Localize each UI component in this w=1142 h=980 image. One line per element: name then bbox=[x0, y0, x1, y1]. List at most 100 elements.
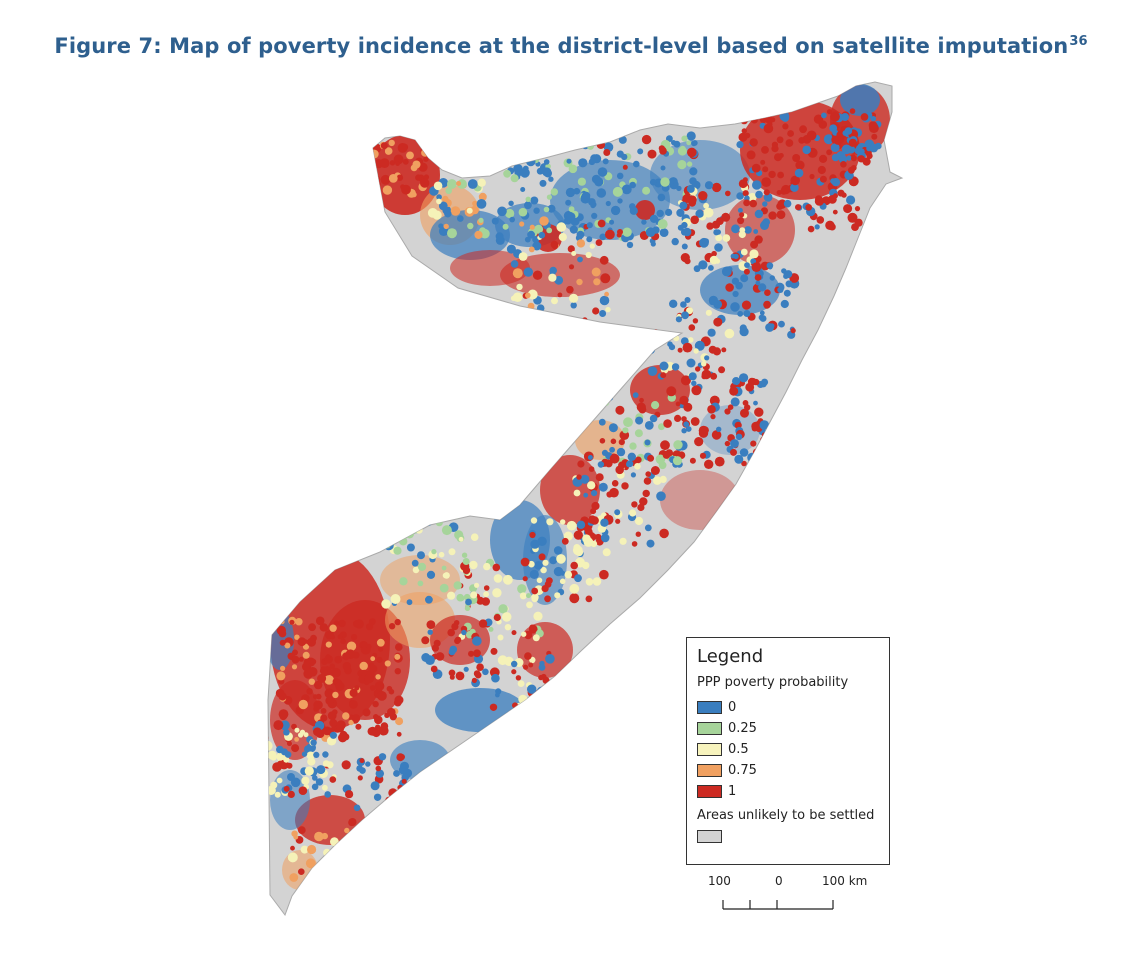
settlement-point bbox=[493, 613, 501, 622]
settlement-point bbox=[386, 685, 393, 692]
settlement-point bbox=[298, 868, 305, 875]
settlement-point bbox=[290, 845, 295, 851]
settlement-point bbox=[588, 158, 596, 166]
settlement-point bbox=[659, 228, 669, 238]
settlement-point bbox=[591, 267, 601, 277]
settlement-point bbox=[553, 546, 563, 555]
settlement-point bbox=[439, 583, 449, 593]
settlement-point bbox=[799, 125, 807, 134]
settlement-point bbox=[287, 852, 298, 863]
settlement-point bbox=[691, 140, 697, 147]
settlement-point bbox=[603, 149, 611, 156]
settlement-point bbox=[329, 776, 337, 783]
settlement-point bbox=[693, 348, 699, 354]
settlement-point bbox=[444, 210, 452, 218]
settlement-point bbox=[691, 380, 697, 386]
settlement-point bbox=[573, 489, 581, 497]
settlement-point bbox=[712, 182, 722, 193]
settlement-point bbox=[629, 181, 636, 189]
settlement-point bbox=[503, 574, 513, 585]
settlement-point bbox=[329, 624, 337, 632]
settlement-point bbox=[599, 295, 610, 306]
settlement-point bbox=[658, 423, 665, 431]
settlement-point bbox=[538, 231, 546, 239]
settlement-point bbox=[714, 243, 723, 252]
settlement-point bbox=[659, 528, 669, 539]
settlement-point bbox=[754, 209, 764, 219]
settlement-point bbox=[860, 113, 869, 121]
settlement-point bbox=[721, 266, 732, 277]
settlement-point bbox=[780, 299, 789, 309]
settlement-point bbox=[307, 757, 316, 766]
settlement-point bbox=[467, 179, 478, 189]
settlement-point bbox=[353, 804, 361, 812]
settlement-point bbox=[615, 518, 621, 524]
settlement-point bbox=[382, 185, 393, 195]
settlement-point bbox=[298, 656, 304, 662]
settlement-point bbox=[843, 204, 853, 214]
settlement-point bbox=[666, 386, 677, 397]
legend-swatch bbox=[697, 785, 722, 798]
settlement-point bbox=[359, 661, 368, 671]
settlement-point bbox=[518, 252, 528, 261]
settlement-point bbox=[268, 735, 269, 741]
settlement-point bbox=[568, 206, 575, 213]
settlement-point bbox=[553, 566, 564, 577]
settlement-point bbox=[585, 578, 594, 586]
settlement-point bbox=[490, 647, 498, 655]
settlement-point bbox=[320, 708, 327, 714]
settlement-point bbox=[656, 491, 666, 502]
settlement-point bbox=[761, 146, 769, 154]
settlement-point bbox=[675, 316, 683, 323]
settlement-point bbox=[279, 619, 285, 625]
settlement-point bbox=[436, 198, 442, 205]
settlement-point bbox=[755, 190, 763, 199]
settlement-point bbox=[364, 673, 375, 684]
settlement-point bbox=[274, 791, 281, 798]
settlement-point bbox=[739, 448, 749, 457]
settlement-point bbox=[576, 239, 586, 248]
settlement-point bbox=[448, 669, 456, 677]
settlement-point bbox=[307, 637, 316, 647]
poverty-blob bbox=[630, 365, 690, 415]
settlement-point bbox=[819, 175, 827, 183]
settlement-point bbox=[594, 177, 604, 187]
settlement-point bbox=[465, 598, 472, 606]
settlement-point bbox=[627, 452, 636, 461]
settlement-point bbox=[458, 536, 464, 542]
settlement-point bbox=[730, 253, 736, 259]
settlement-point bbox=[316, 765, 326, 775]
settlement-point bbox=[709, 255, 719, 265]
settlement-point bbox=[848, 177, 858, 187]
settlement-point bbox=[349, 688, 358, 698]
settlement-point bbox=[447, 179, 457, 189]
settlement-point bbox=[681, 428, 687, 434]
settlement-point bbox=[707, 405, 716, 414]
settlement-point bbox=[524, 201, 532, 210]
settlement-point bbox=[497, 206, 507, 217]
settlement-point bbox=[573, 530, 583, 540]
poverty-blob bbox=[380, 555, 460, 605]
settlement-point bbox=[684, 258, 691, 265]
settlement-point bbox=[547, 204, 556, 213]
settlement-point bbox=[762, 201, 768, 207]
settlement-point bbox=[605, 229, 615, 240]
settlement-point bbox=[635, 531, 641, 537]
settlement-point bbox=[510, 260, 519, 268]
settlement-point bbox=[687, 147, 697, 158]
settlement-point bbox=[701, 373, 707, 380]
settlement-point bbox=[385, 796, 393, 804]
settlement-point bbox=[467, 222, 474, 230]
settlement-point bbox=[443, 223, 449, 230]
settlement-point bbox=[518, 207, 528, 217]
settlement-point bbox=[392, 801, 398, 807]
settlement-point bbox=[339, 874, 348, 884]
settlement-point bbox=[516, 283, 523, 291]
settlement-point bbox=[291, 744, 300, 753]
settlement-point bbox=[402, 158, 409, 165]
settlement-point bbox=[524, 630, 533, 640]
settlement-point bbox=[636, 402, 646, 412]
settlement-point bbox=[731, 224, 740, 234]
settlement-point bbox=[415, 526, 423, 534]
